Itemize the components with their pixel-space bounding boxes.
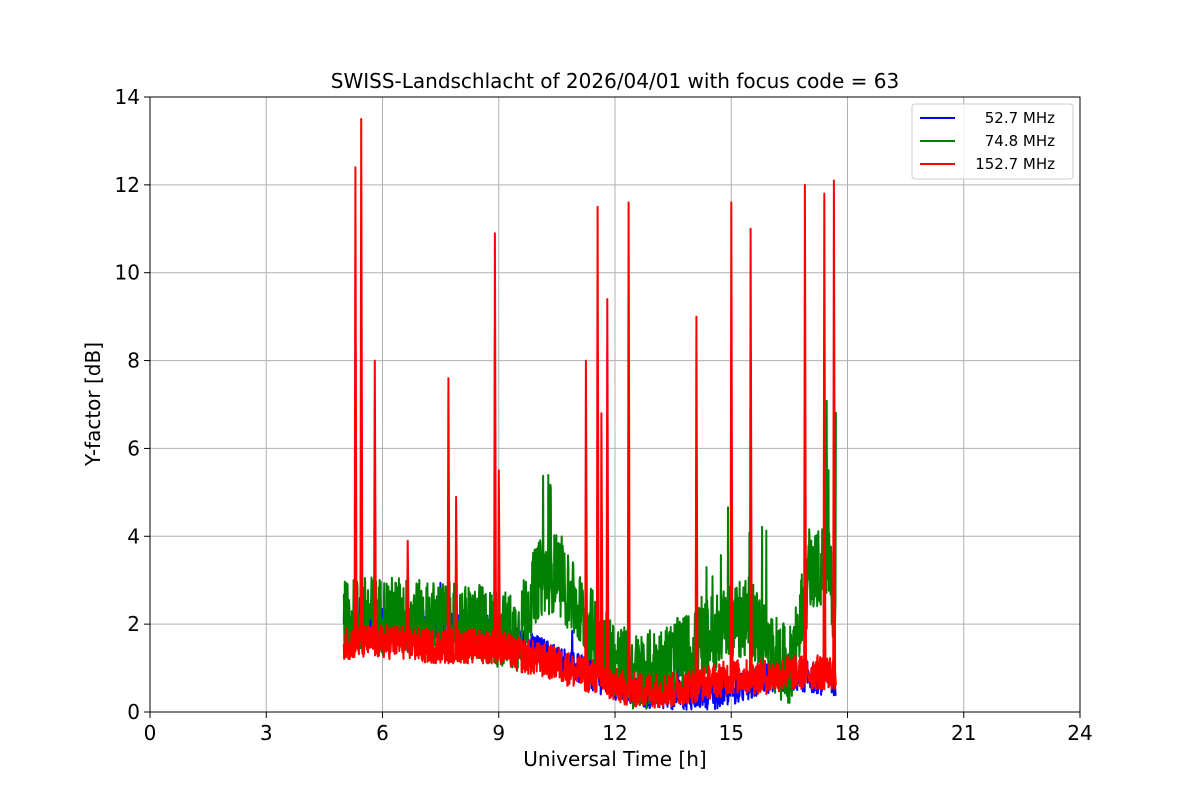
- x-tick-label: 6: [376, 721, 389, 745]
- y-tick-label: 10: [115, 261, 140, 285]
- legend: 52.7 MHz 74.8 MHz 152.7 MHz: [911, 103, 1074, 180]
- y-ticks: 0 2 4 6 8 10 12 14: [115, 85, 150, 724]
- y-tick-label: 0: [127, 700, 140, 724]
- chart-title: SWISS-Landschlacht of 2026/04/01 with fo…: [331, 69, 899, 93]
- y-axis-label: Y-factor [dB]: [81, 342, 105, 467]
- y-tick-label: 2: [127, 612, 140, 636]
- series-line: [342, 118, 837, 709]
- x-tick-label: 0: [144, 721, 157, 745]
- legend-label: 152.7 MHz: [975, 155, 1055, 173]
- legend-label: 52.7 MHz: [985, 109, 1055, 127]
- x-axis-label: Universal Time [h]: [523, 747, 706, 771]
- y-tick-label: 14: [115, 85, 140, 109]
- legend-box: [911, 103, 1074, 180]
- y-tick-label: 12: [115, 173, 140, 197]
- x-tick-label: 3: [260, 721, 273, 745]
- y-tick-label: 6: [127, 436, 140, 460]
- y-tick-label: 4: [127, 524, 140, 548]
- y-tick-label: 8: [127, 349, 140, 373]
- series-layer: [342, 118, 837, 711]
- x-tick-label: 18: [835, 721, 860, 745]
- x-tick-label: 21: [951, 721, 976, 745]
- x-tick-label: 9: [492, 721, 505, 745]
- x-tick-label: 12: [602, 721, 627, 745]
- x-ticks: 0 3 6 9 12 15 18 21 24: [144, 712, 1093, 745]
- legend-label: 74.8 MHz: [985, 132, 1055, 150]
- x-tick-label: 15: [719, 721, 744, 745]
- x-tick-label: 24: [1067, 721, 1092, 745]
